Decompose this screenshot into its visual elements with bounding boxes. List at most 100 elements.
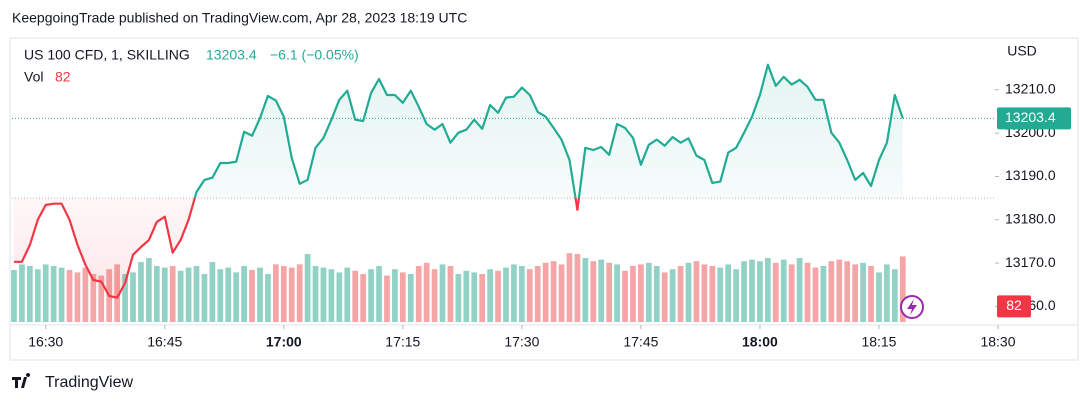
volume-bar	[820, 266, 827, 322]
volume-bar	[217, 269, 224, 322]
volume-bar	[66, 270, 73, 322]
volume-bar	[122, 274, 128, 322]
volume-bar	[542, 262, 549, 322]
volume-bar	[130, 272, 136, 322]
x-tick-label: 18:15	[861, 334, 896, 350]
plot-area: 13160.013170.013180.013190.013200.013210…	[11, 63, 1071, 350]
volume-bar	[74, 272, 81, 322]
volume-bar	[455, 274, 462, 322]
symbol-title: US 100 CFD, 1, SKILLING	[24, 47, 190, 63]
volume-bar	[503, 267, 509, 322]
volume-bar	[741, 261, 747, 322]
volume-bar	[280, 266, 287, 322]
lightning-icon	[900, 295, 924, 319]
brand-logo: TradingView	[12, 373, 133, 391]
volume-bar	[899, 256, 906, 322]
volume-bar	[392, 269, 398, 322]
volume-bar	[177, 270, 184, 322]
volume-bar	[265, 274, 271, 322]
volume-bar	[225, 267, 232, 322]
volume-label: Vol	[24, 69, 43, 85]
volume-bar	[757, 261, 763, 322]
volume-bar	[669, 269, 676, 322]
volume-bar	[685, 262, 692, 322]
volume-bar	[653, 266, 660, 322]
volume-bar	[336, 272, 343, 322]
volume-bar	[558, 264, 565, 322]
volume-bar	[169, 266, 176, 322]
volume-bar	[368, 269, 374, 322]
x-tick-label: 16:30	[28, 334, 63, 350]
volume-bar	[90, 274, 97, 322]
volume-bar	[26, 266, 33, 322]
price-change: −6.1 (−0.05%)	[270, 47, 359, 63]
last-price-box	[997, 107, 1071, 130]
price-line	[14, 63, 904, 299]
volume-bar	[407, 274, 414, 322]
volume-box	[997, 295, 1031, 318]
volume-bar	[42, 264, 49, 322]
x-tick-label: 18:30	[980, 334, 1015, 350]
volume-bar	[98, 275, 105, 322]
volume-bar	[273, 264, 279, 322]
volume-bar	[725, 264, 732, 322]
volume-bar	[677, 266, 684, 322]
volume-bar	[376, 266, 382, 322]
volume-bar	[233, 272, 240, 322]
volume-bar	[812, 267, 819, 322]
x-tick-label: 16:45	[147, 334, 182, 350]
volume-bar	[733, 269, 739, 322]
volume-bar	[693, 261, 700, 322]
volume-bar	[622, 270, 628, 322]
x-tick-label: 17:15	[385, 334, 420, 350]
volume-bar	[796, 258, 803, 322]
volume-bar	[772, 262, 779, 322]
currency-label: USD	[1007, 43, 1037, 59]
volume-bar	[780, 259, 787, 322]
volume-bar	[201, 274, 208, 322]
volume-bar	[11, 270, 17, 322]
volume-bar	[257, 267, 263, 322]
volume-bar	[58, 267, 65, 322]
volume-bar	[431, 269, 438, 322]
volume-bar	[788, 264, 795, 322]
volume-bar	[249, 270, 255, 322]
volume-bar	[479, 274, 486, 322]
volume-bar	[828, 261, 835, 322]
volume-bar	[495, 270, 501, 322]
x-tick-label: 17:45	[623, 334, 658, 350]
volume-bar	[598, 259, 605, 322]
volume-bar	[360, 274, 367, 322]
volume-bar	[328, 269, 335, 322]
y-tick-label: 13180.0	[1005, 210, 1056, 226]
volume-bar	[50, 266, 57, 322]
volume-bar	[193, 266, 200, 322]
volume-bar	[447, 266, 454, 322]
y-tick-label: 13170.0	[1005, 254, 1056, 270]
x-tick-label: 18:00	[742, 334, 778, 350]
volume-bar	[582, 258, 589, 322]
volume-bar	[749, 259, 755, 322]
volume-bar	[765, 258, 771, 322]
volume-bar	[717, 267, 724, 322]
volume-bar	[630, 266, 636, 322]
volume-bar	[423, 262, 430, 322]
y-tick-label: 13210.0	[1005, 81, 1056, 97]
volume-bar	[185, 267, 192, 322]
volume-bar	[209, 262, 216, 322]
volume-bar	[804, 262, 811, 322]
chart-frame	[9, 37, 1079, 361]
x-tick-label: 17:00	[266, 334, 302, 350]
volume-bar	[519, 266, 525, 322]
volume-bar	[852, 264, 859, 322]
volume-bar	[19, 264, 25, 322]
volume-bar	[590, 261, 597, 322]
volume-bar	[606, 262, 613, 322]
volume-bar	[312, 266, 319, 322]
volume-bar	[471, 272, 478, 322]
volume-bar	[638, 264, 644, 322]
volume-bar	[153, 266, 160, 322]
volume-bar	[661, 272, 668, 322]
volume-bar	[146, 258, 152, 322]
